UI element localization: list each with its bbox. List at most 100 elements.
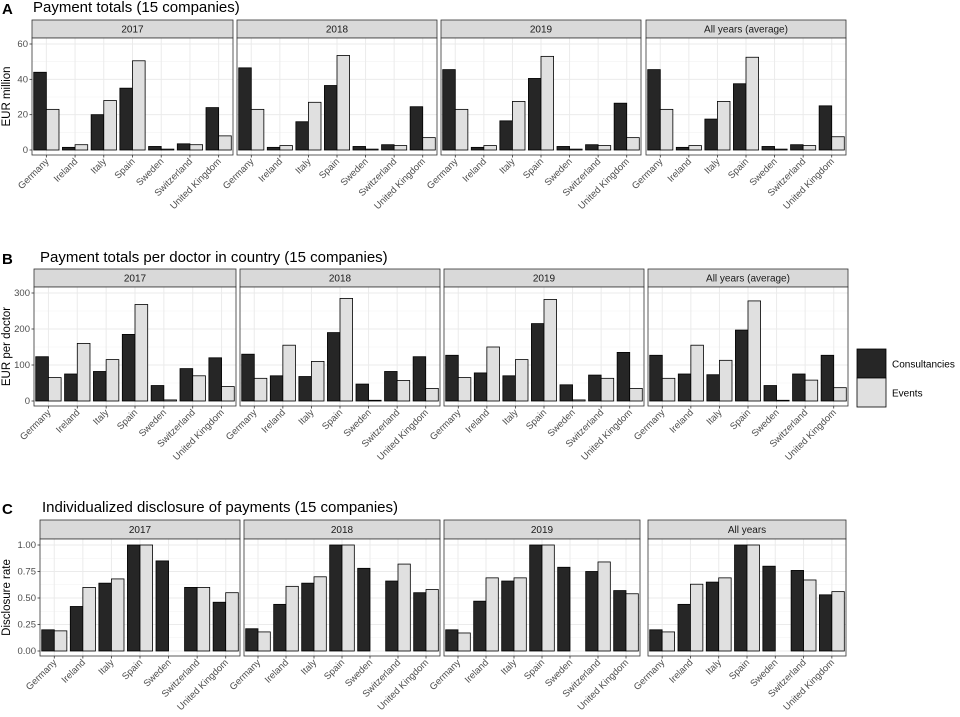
bar-consultancies bbox=[119, 87, 133, 151]
x-tick-label: Germany bbox=[632, 657, 668, 693]
bar-events bbox=[540, 55, 554, 151]
bar-events bbox=[776, 399, 790, 402]
y-tick-label: 1.00 bbox=[18, 540, 37, 551]
x-tick-label: Germany bbox=[224, 407, 260, 443]
bar-events bbox=[831, 591, 845, 652]
bar-events bbox=[515, 359, 529, 402]
bar-consultancies bbox=[205, 107, 220, 151]
panel-letter: A bbox=[2, 1, 13, 18]
x-tick-label: Spain bbox=[524, 407, 549, 432]
bar-consultancies bbox=[585, 144, 599, 151]
x-tick-label: United Kingdom bbox=[576, 657, 632, 713]
x-tick-label: Italy bbox=[296, 407, 316, 427]
x-tick-label: Germany bbox=[632, 407, 668, 443]
bar-consultancies bbox=[295, 121, 309, 151]
bar-events bbox=[257, 631, 271, 652]
bar-events bbox=[569, 148, 583, 151]
x-tick-label: Ireland bbox=[461, 156, 489, 184]
bar-events bbox=[626, 137, 640, 151]
x-tick-label: Germany bbox=[228, 657, 264, 693]
panel-letter: B bbox=[2, 251, 13, 268]
bar-consultancies bbox=[327, 332, 341, 402]
x-tick-label: United Kingdom bbox=[376, 657, 432, 713]
y-tick-label: 0 bbox=[23, 145, 28, 156]
bar-consultancies bbox=[273, 603, 287, 652]
panel-C: C Individualized disclosure of payments (… bbox=[1, 499, 847, 713]
bar-events bbox=[82, 587, 96, 652]
bar-events bbox=[661, 377, 676, 402]
facet-strip-label: 2018 bbox=[326, 25, 349, 36]
bar-consultancies bbox=[556, 146, 570, 151]
bar-events bbox=[422, 137, 436, 151]
x-tick-label: Ireland bbox=[52, 156, 80, 184]
x-tick-label: Spain bbox=[521, 156, 546, 181]
bar-consultancies bbox=[616, 351, 631, 402]
bar-consultancies bbox=[64, 373, 78, 402]
bar-events bbox=[457, 632, 471, 652]
bar-events bbox=[659, 108, 674, 151]
panel-title: Individualized disclosure of payments (1… bbox=[42, 499, 398, 516]
bar-consultancies bbox=[176, 143, 191, 151]
panel-A: A Payment totals (15 companies) EUR millio… bbox=[1, 0, 847, 212]
bar-events bbox=[485, 577, 499, 652]
facet-strip-label: 2019 bbox=[533, 274, 556, 285]
bar-events bbox=[597, 561, 611, 652]
x-tick-label: Ireland bbox=[54, 407, 82, 435]
x-tick-label: United Kingdom bbox=[781, 657, 837, 713]
legend: Consultancies Events bbox=[856, 348, 955, 408]
facet-strip-label: All years (average) bbox=[704, 25, 788, 36]
y-tick-label: 60 bbox=[17, 39, 28, 50]
bar-consultancies bbox=[559, 384, 573, 402]
y-tick-label: 0.50 bbox=[18, 593, 37, 604]
bar-events bbox=[661, 631, 675, 652]
y-axis-title: EUR million bbox=[1, 66, 13, 126]
bar-events bbox=[690, 583, 704, 652]
bar-events bbox=[53, 630, 68, 652]
bar-consultancies bbox=[790, 144, 804, 151]
bar-events bbox=[396, 380, 411, 402]
panel-letter: C bbox=[2, 501, 13, 518]
bar-events bbox=[134, 304, 149, 402]
bar-events bbox=[111, 578, 125, 652]
bar-events bbox=[103, 100, 117, 151]
facet-strip-label: 2019 bbox=[530, 25, 553, 36]
bar-events bbox=[541, 544, 555, 652]
bar-events bbox=[132, 60, 146, 151]
bar-events bbox=[225, 592, 239, 652]
bar-consultancies bbox=[528, 78, 542, 151]
bar-events bbox=[218, 135, 232, 151]
bar-consultancies bbox=[445, 354, 459, 402]
bar-events bbox=[717, 101, 731, 151]
bar-events bbox=[253, 377, 268, 402]
y-axis-title: Disclosure rate bbox=[1, 559, 13, 636]
bar-events bbox=[833, 387, 847, 402]
bar-consultancies bbox=[409, 106, 424, 151]
x-tick-label: Ireland bbox=[463, 657, 491, 685]
bar-events bbox=[393, 145, 408, 151]
x-tick-label: United Kingdom bbox=[576, 156, 632, 212]
bar-events bbox=[365, 148, 379, 151]
bar-consultancies bbox=[704, 118, 718, 151]
bar-events bbox=[250, 108, 265, 151]
x-tick-label: Germany bbox=[221, 156, 257, 192]
bar-consultancies bbox=[557, 566, 571, 652]
bar-events bbox=[425, 589, 439, 652]
y-tick-label: 300 bbox=[14, 288, 30, 299]
bar-consultancies bbox=[677, 373, 692, 402]
bar-events bbox=[368, 399, 382, 402]
bar-events bbox=[803, 579, 817, 652]
bar-consultancies bbox=[98, 582, 112, 652]
bar-consultancies bbox=[324, 85, 338, 151]
x-tick-label: Germany bbox=[24, 657, 60, 693]
facet-strip-label: 2017 bbox=[124, 274, 147, 285]
bar-events bbox=[282, 344, 296, 402]
legend-key-consultancies bbox=[856, 348, 887, 379]
x-tick-label: United Kingdom bbox=[171, 407, 227, 463]
bar-events bbox=[425, 387, 439, 402]
bar-events bbox=[48, 377, 62, 402]
